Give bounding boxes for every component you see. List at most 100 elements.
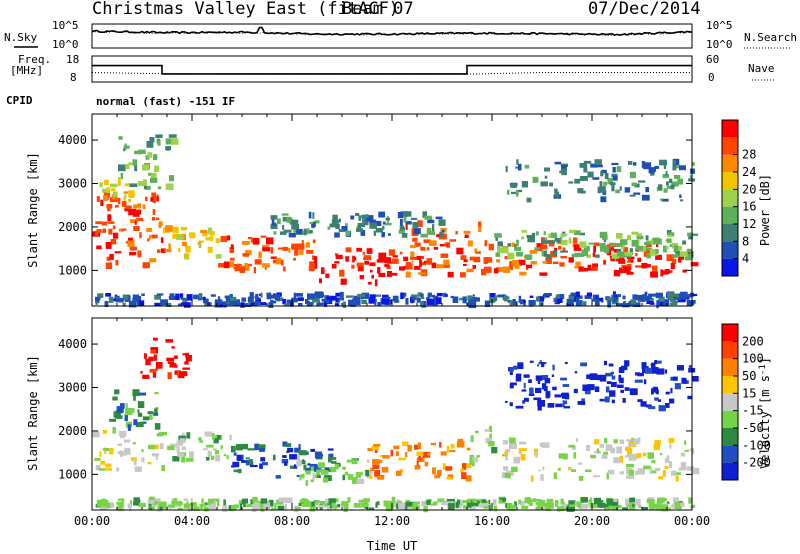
power-cell [509, 261, 513, 268]
velocity-cell [555, 403, 563, 408]
power-colorbar-swatch [722, 120, 738, 138]
velocity-cell [171, 501, 175, 508]
power-cell [511, 259, 519, 267]
power-cell [561, 239, 568, 245]
velocity-cell [195, 506, 200, 511]
power-cell [229, 294, 233, 299]
power-cell [526, 235, 533, 238]
power-cell [247, 237, 253, 240]
power-cell [472, 264, 476, 269]
power-cell [452, 296, 459, 303]
power-cell [313, 256, 317, 263]
power-cell [215, 238, 220, 244]
power-cell [612, 175, 618, 181]
power-cell [306, 300, 310, 307]
velocity-cell [347, 497, 351, 503]
power-cell [171, 138, 179, 145]
power-cell [433, 302, 438, 306]
velocity-cell [259, 448, 265, 452]
power-cell [137, 250, 142, 258]
velocity-cell [204, 506, 209, 512]
velocity-cell [133, 458, 137, 466]
power-cell [229, 296, 237, 301]
power-cell [242, 253, 249, 257]
velocity-cell [544, 378, 551, 384]
power-cell [489, 293, 496, 300]
power-cell [381, 298, 390, 305]
power-cell [654, 165, 660, 169]
velocity-cell [165, 339, 173, 343]
power-cell [462, 296, 467, 304]
power-cell [357, 222, 366, 228]
power-cell [569, 299, 575, 303]
power-cell [97, 231, 101, 236]
velocity-cell [404, 451, 408, 458]
velocity-cell [244, 504, 250, 508]
velocity-cell [182, 432, 185, 435]
power-cell [210, 294, 216, 297]
velocity-cell [498, 499, 503, 503]
power-cell [417, 256, 424, 259]
velocity-cell [402, 441, 409, 447]
velocity-cell [653, 506, 657, 511]
power-cell [314, 262, 317, 269]
velocity-cell [542, 442, 550, 448]
velocity-cell [328, 498, 336, 504]
power-cell [180, 227, 188, 231]
power-cell [583, 160, 592, 164]
power-cell [515, 189, 519, 197]
power-cell [252, 237, 260, 245]
power-cell [478, 221, 482, 227]
power-cell [637, 235, 644, 240]
power-cell [271, 300, 277, 304]
power-cell [100, 199, 104, 206]
velocity-cell [173, 355, 178, 359]
velocity-cell [113, 411, 121, 418]
power-colorbar-tick-label: 4 [742, 252, 749, 266]
velocity-colorbar-tick-label: -15 [742, 404, 764, 418]
power-ytick-label: 1000 [58, 263, 87, 277]
velocity-cell [649, 502, 655, 509]
power-cell [646, 298, 650, 304]
power-cell [423, 239, 431, 243]
power-cell [181, 241, 188, 246]
velocity-cell [627, 448, 633, 456]
power-cell [108, 296, 114, 303]
velocity-cell [103, 502, 111, 509]
velocity-cell [318, 462, 325, 469]
velocity-cell [674, 383, 681, 390]
velocity-cell [108, 502, 114, 508]
velocity-cell [604, 504, 611, 510]
power-cell [521, 230, 527, 233]
power-cell [405, 263, 413, 270]
velocity-cell [541, 503, 546, 510]
velocity-cell [576, 502, 581, 507]
velocity-cell [414, 465, 421, 470]
velocity-cell [651, 460, 656, 463]
velocity-cell [628, 443, 636, 446]
power-cell [293, 227, 297, 233]
velocity-panel-frame [91, 317, 693, 511]
power-cell [405, 271, 411, 278]
velocity-cell [355, 471, 363, 476]
power-cell [560, 255, 568, 259]
power-cell [248, 300, 251, 305]
velocity-cell [109, 448, 114, 455]
power-cell [445, 293, 448, 297]
velocity-cell [593, 475, 601, 478]
velocity-cell [379, 460, 383, 463]
power-cell [518, 295, 522, 303]
velocity-cell [182, 367, 190, 370]
power-cell [180, 302, 189, 305]
power-cell [270, 215, 278, 220]
power-cell [129, 183, 138, 188]
velocity-cell [245, 503, 249, 506]
power-cell [223, 261, 230, 269]
power-cell [543, 250, 547, 257]
velocity-cell [223, 454, 227, 457]
power-cell [168, 134, 177, 138]
power-ytick-label: 3000 [58, 177, 87, 191]
velocity-cell [672, 497, 679, 502]
velocity-cell [132, 442, 136, 445]
